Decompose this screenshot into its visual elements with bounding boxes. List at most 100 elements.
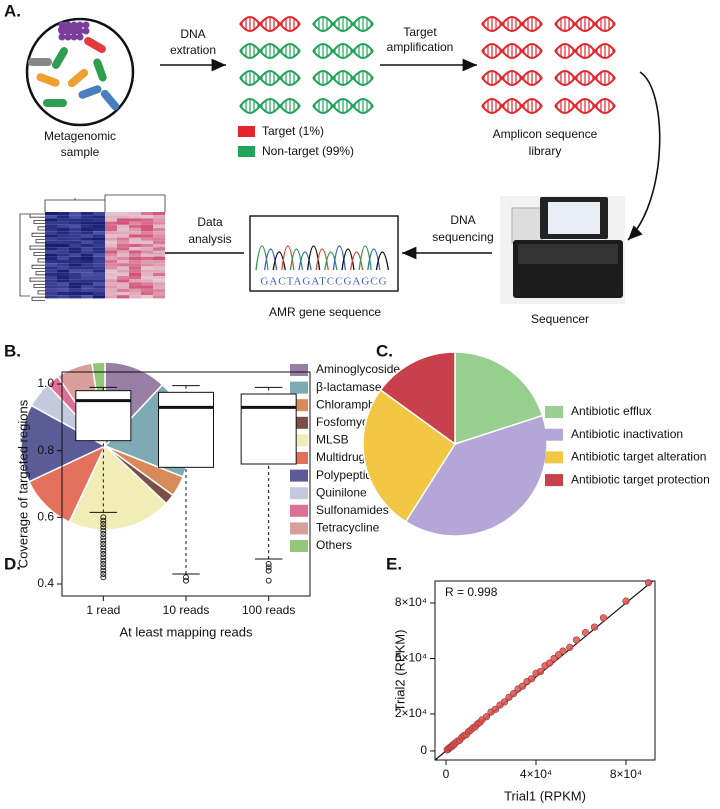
heatmap-cell (93, 256, 105, 260)
dna (312, 69, 374, 87)
heatmap-cell (141, 253, 153, 257)
heatmap-cell (57, 253, 69, 257)
point (491, 705, 500, 713)
heatmap-cell (153, 228, 165, 232)
heatmap-cell (69, 256, 81, 260)
heatmap-cell (129, 295, 141, 299)
legend-swatch (545, 406, 563, 418)
heatmap-cell (117, 240, 129, 244)
step-label: analysis (188, 232, 231, 246)
heatmap-cell (81, 218, 93, 222)
heatmap-cell (141, 240, 153, 244)
x-tick-label: 10 reads (163, 603, 210, 617)
heatmap-cell (57, 237, 69, 241)
legend-swatch (238, 126, 255, 137)
heatmap-cell (105, 218, 117, 222)
sequence: GACTAGATCCGAGCG (260, 276, 387, 288)
dna-strand (554, 15, 616, 33)
heatmap-cell (105, 272, 117, 276)
bacterium (82, 21, 90, 29)
dna-strand (554, 97, 616, 115)
heatmap-cell (69, 244, 81, 248)
heatmap-cell (105, 240, 117, 244)
heatmap-cell (57, 260, 69, 264)
heatmap-cell (57, 221, 69, 225)
heatmap-cell (141, 269, 153, 273)
outlier (265, 564, 272, 571)
heatmap-cell (153, 221, 165, 225)
heatmap-cell (117, 237, 129, 241)
heatmap-cell (69, 218, 81, 222)
chromatogram-peak (255, 245, 269, 271)
dna-strand (239, 42, 301, 60)
dna (554, 69, 616, 87)
heatmap-cell (117, 253, 129, 257)
heatmap-cell (117, 224, 129, 228)
heatmap-cell (45, 285, 57, 289)
legend-swatch (290, 469, 308, 482)
legend-swatch (545, 451, 563, 464)
outlier (100, 554, 107, 561)
heatmap-cell (93, 250, 105, 254)
heatmap-cell (117, 221, 129, 225)
dendrogram (19, 213, 45, 301)
heatmap-cell (117, 288, 129, 292)
heatmap-cell (81, 279, 93, 283)
heatmap-cell (105, 263, 117, 267)
heatmap-cell (69, 276, 81, 280)
heatmap-cell (105, 285, 117, 289)
heatmap-cell (93, 240, 105, 244)
outlier (100, 571, 107, 577)
bacterium (67, 68, 89, 88)
dna (239, 97, 301, 115)
heatmap-cell (93, 295, 105, 299)
point (536, 667, 545, 676)
library-label: library (529, 144, 562, 158)
outlier (100, 541, 107, 547)
heatmap-cell (153, 244, 165, 248)
chromatogram-peak (358, 245, 372, 271)
legend-swatch (290, 540, 308, 552)
legend-label: Antibiotic target protection (571, 472, 710, 486)
heatmap-cell (141, 231, 153, 235)
heatmap-cell (57, 266, 69, 270)
legend-label: Antibiotic efflux (571, 404, 652, 418)
outlier (100, 564, 107, 571)
heatmap-cell (57, 231, 69, 235)
dna-strand (554, 15, 616, 33)
sequencer-part (511, 207, 543, 244)
outlier (100, 527, 107, 534)
heatmap-cell (81, 234, 93, 238)
heatmap-cell (93, 282, 105, 286)
box (75, 390, 132, 442)
heatmap-cell (117, 272, 129, 276)
outlier (100, 534, 107, 541)
heatmap-cell (117, 231, 129, 235)
arrow (627, 71, 661, 241)
heatmap-cell (93, 215, 105, 219)
dna-strand (554, 69, 616, 87)
heatmap-cell (129, 285, 141, 289)
dna-strand (312, 42, 374, 60)
heatmap-cell (129, 256, 141, 260)
heatmap-cell (45, 256, 57, 260)
heatmap-cell (69, 295, 81, 299)
heatmap-cell (57, 276, 69, 280)
dna-strand (481, 97, 543, 115)
heatmap-cell (81, 285, 93, 289)
dna-strand (481, 42, 543, 60)
sample-label: sample (61, 145, 100, 159)
heatmap-cell (45, 276, 57, 280)
heatmap-cell (57, 240, 69, 244)
heatmap-cell (105, 221, 117, 225)
panel-label: B. (4, 341, 21, 360)
heatmap-cell (117, 292, 129, 296)
heatmap-cell (45, 234, 57, 238)
chromatogram-peak (324, 251, 338, 271)
bacterium (28, 58, 52, 66)
outlier (100, 514, 107, 521)
step-label: amplification (387, 40, 454, 54)
heatmap-cell (105, 292, 117, 296)
heatmap-cell (57, 244, 69, 248)
point (599, 614, 608, 622)
